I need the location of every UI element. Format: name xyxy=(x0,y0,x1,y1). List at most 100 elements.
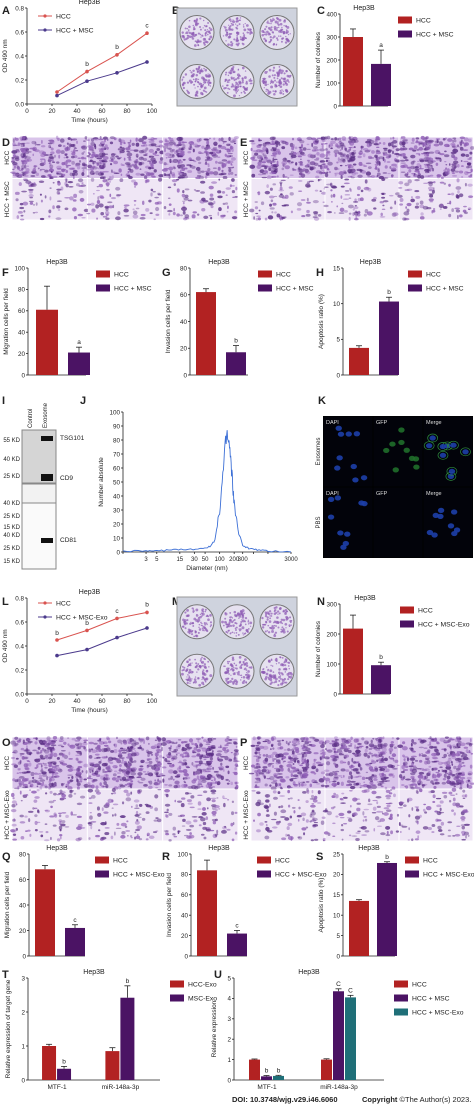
significance-label: a xyxy=(379,42,383,49)
cell xyxy=(210,789,217,793)
colony xyxy=(281,626,284,629)
colony xyxy=(284,671,287,673)
cell xyxy=(445,164,448,166)
cell xyxy=(34,820,38,825)
cell xyxy=(44,792,48,795)
cell xyxy=(119,764,122,767)
colony xyxy=(265,672,269,676)
colony xyxy=(276,616,279,619)
colony xyxy=(284,658,287,661)
cell xyxy=(11,800,17,804)
colony xyxy=(280,663,284,667)
colony xyxy=(194,80,197,83)
cell xyxy=(339,149,342,152)
cell xyxy=(119,178,124,183)
colony xyxy=(231,20,233,22)
colony xyxy=(231,677,234,681)
colony xyxy=(285,627,287,629)
cell xyxy=(109,761,114,765)
cell xyxy=(79,795,86,799)
band-TSG101 xyxy=(41,436,53,441)
cell xyxy=(380,766,384,768)
cell xyxy=(392,774,395,778)
colony xyxy=(203,657,206,660)
colony xyxy=(282,618,286,622)
cell xyxy=(216,781,221,786)
cell xyxy=(266,184,269,188)
cell xyxy=(418,753,421,757)
colony xyxy=(191,678,193,680)
cell xyxy=(278,194,285,198)
cell xyxy=(357,210,361,214)
colony xyxy=(267,631,271,634)
cell xyxy=(258,754,262,756)
cell xyxy=(461,141,465,145)
colony xyxy=(209,614,212,617)
x-tick-label: 20 xyxy=(48,698,56,705)
panel-label-P: P xyxy=(240,737,247,749)
cell xyxy=(381,779,385,784)
cell xyxy=(107,758,111,763)
bar-H-0 xyxy=(349,347,369,375)
cell xyxy=(314,189,319,192)
colony xyxy=(197,78,200,80)
cell xyxy=(34,829,38,832)
colony xyxy=(243,91,246,94)
colony xyxy=(236,612,240,616)
cell xyxy=(140,173,145,176)
y-tick-label: 0 xyxy=(333,691,337,698)
cell xyxy=(254,206,259,210)
colony xyxy=(241,681,245,685)
cell xyxy=(248,772,255,775)
cell xyxy=(306,148,311,151)
colony xyxy=(191,622,193,625)
cell xyxy=(166,808,169,812)
colony xyxy=(278,662,280,664)
cell xyxy=(167,762,172,765)
colony xyxy=(278,673,281,676)
cell xyxy=(92,161,95,165)
cell xyxy=(207,737,213,742)
colony xyxy=(181,78,184,81)
cell xyxy=(199,770,203,774)
colony xyxy=(277,84,280,87)
colony xyxy=(202,19,205,22)
cell xyxy=(363,213,367,217)
cell xyxy=(352,163,357,166)
cell xyxy=(344,147,348,152)
nucleus xyxy=(447,523,455,529)
cell xyxy=(14,743,17,747)
cell xyxy=(17,768,21,771)
cell xyxy=(25,148,29,152)
cell xyxy=(448,183,451,187)
cell xyxy=(87,151,90,154)
cell xyxy=(382,172,388,174)
cell xyxy=(22,178,28,181)
cell xyxy=(406,166,412,169)
cell xyxy=(58,761,61,763)
colony xyxy=(235,23,237,25)
cell xyxy=(258,778,261,783)
cell xyxy=(109,193,112,198)
colony xyxy=(245,664,249,668)
cell xyxy=(121,776,127,781)
colony xyxy=(200,91,203,95)
colony xyxy=(241,79,244,82)
cell xyxy=(203,758,207,761)
cell xyxy=(52,161,56,163)
colony xyxy=(270,19,273,23)
colony xyxy=(241,77,244,80)
cell xyxy=(420,739,427,743)
cell xyxy=(300,776,307,779)
cell xyxy=(93,138,99,141)
cell xyxy=(48,168,55,173)
cell xyxy=(20,144,24,148)
cell xyxy=(342,154,347,157)
cell xyxy=(213,141,218,146)
cell xyxy=(359,164,366,166)
cell xyxy=(50,805,53,809)
colony xyxy=(229,680,233,683)
cell xyxy=(292,763,295,765)
cell xyxy=(301,753,305,758)
cell xyxy=(217,758,224,762)
